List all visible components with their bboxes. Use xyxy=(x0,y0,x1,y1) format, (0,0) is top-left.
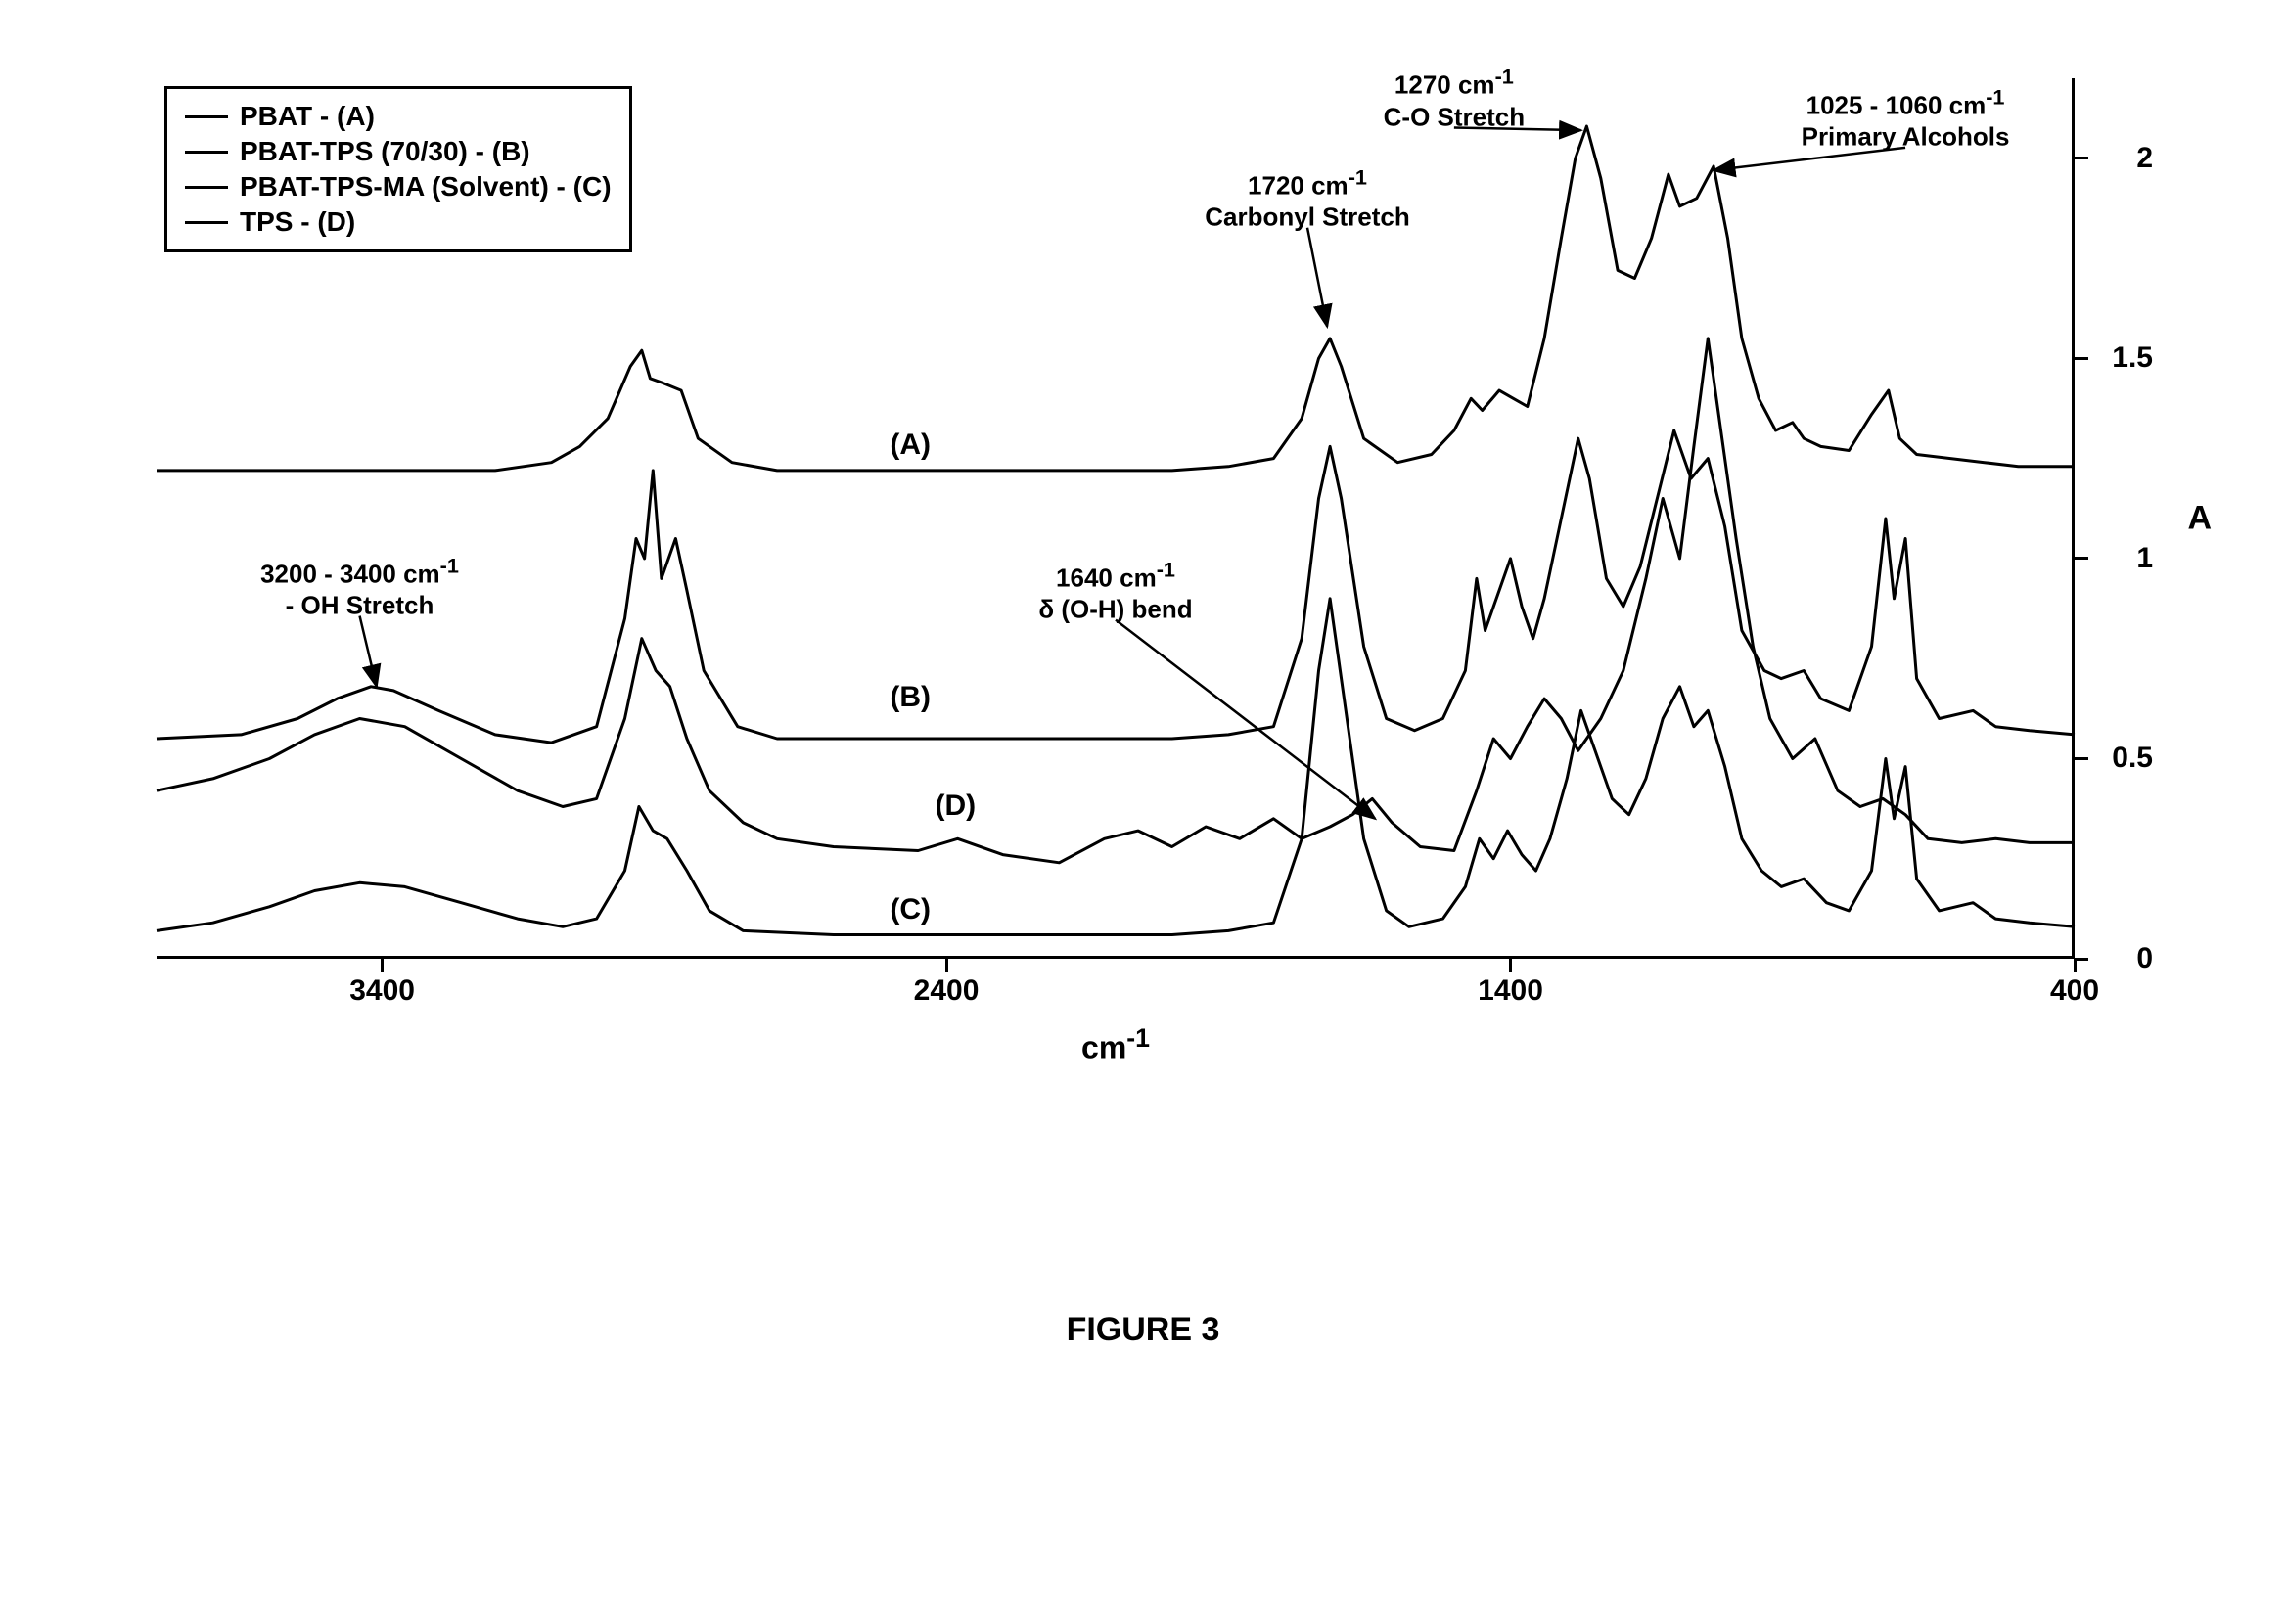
y-tick xyxy=(2075,157,2088,159)
y-tick-label: 1.5 xyxy=(2112,341,2153,375)
y-tick-label: 0 xyxy=(2136,942,2153,975)
chart-area: PBAT - (A) PBAT-TPS (70/30) - (B) PBAT-TPS… xyxy=(39,39,2247,1115)
trace-label: (B) xyxy=(890,681,931,714)
legend-label: PBAT-TPS (70/30) - (B) xyxy=(240,136,530,167)
legend-box: PBAT - (A) PBAT-TPS (70/30) - (B) PBAT-TPS… xyxy=(164,86,632,252)
y-axis-title: A xyxy=(2187,500,2212,538)
legend-item: TPS - (D) xyxy=(185,204,612,240)
figure-caption: FIGURE 3 xyxy=(39,1311,2247,1349)
x-tick-label: 1400 xyxy=(1478,974,1543,1008)
x-tick-label: 3400 xyxy=(349,974,415,1008)
y-tick xyxy=(2075,757,2088,760)
y-tick xyxy=(2075,557,2088,560)
legend-item: PBAT-TPS (70/30) - (B) xyxy=(185,134,612,169)
x-tick xyxy=(1509,959,1512,972)
legend-label: TPS - (D) xyxy=(240,206,355,238)
legend-swatch xyxy=(185,151,228,154)
legend-item: PBAT - (A) xyxy=(185,99,612,134)
spectrum-C xyxy=(157,599,2075,935)
y-tick-label: 2 xyxy=(2136,142,2153,175)
legend-swatch xyxy=(185,186,228,189)
x-axis-title: cm-1 xyxy=(1081,1023,1150,1066)
x-tick xyxy=(381,959,384,972)
annotation-co-stretch: 1270 cm-1C-O Stretch xyxy=(1384,64,1525,133)
legend-label: PBAT - (A) xyxy=(240,101,375,132)
trace-label: (C) xyxy=(890,893,931,926)
x-tick-label: 2400 xyxy=(914,974,980,1008)
legend-label: PBAT-TPS-MA (Solvent) - (C) xyxy=(240,171,612,203)
x-tick xyxy=(945,959,948,972)
y-tick-label: 1 xyxy=(2136,542,2153,575)
annotation-primary-alcohols: 1025 - 1060 cm-1Primary Alcohols xyxy=(1802,84,2010,154)
legend-swatch xyxy=(185,115,228,118)
trace-label: (D) xyxy=(936,789,977,823)
y-tick xyxy=(2075,958,2088,961)
trace-label: (A) xyxy=(890,429,931,462)
plot-region: PBAT - (A) PBAT-TPS (70/30) - (B) PBAT-TPS… xyxy=(157,78,2075,959)
y-tick xyxy=(2075,357,2088,360)
annotation-oh-bend: 1640 cm-1δ (O-H) bend xyxy=(1038,556,1192,625)
legend-swatch xyxy=(185,221,228,224)
x-axis-line xyxy=(157,956,2075,959)
y-tick-label: 0.5 xyxy=(2112,742,2153,775)
annotation-oh-stretch: 3200 - 3400 cm-1- OH Stretch xyxy=(260,552,459,621)
x-tick xyxy=(2074,959,2077,972)
annotation-carbonyl: 1720 cm-1Carbonyl Stretch xyxy=(1205,163,1410,233)
x-tick-label: 400 xyxy=(2050,974,2099,1008)
legend-item: PBAT-TPS-MA (Solvent) - (C) xyxy=(185,169,612,204)
figure-wrap: PBAT - (A) PBAT-TPS (70/30) - (B) PBAT-TPS… xyxy=(39,39,2247,1349)
y-axis-line xyxy=(2072,78,2075,959)
